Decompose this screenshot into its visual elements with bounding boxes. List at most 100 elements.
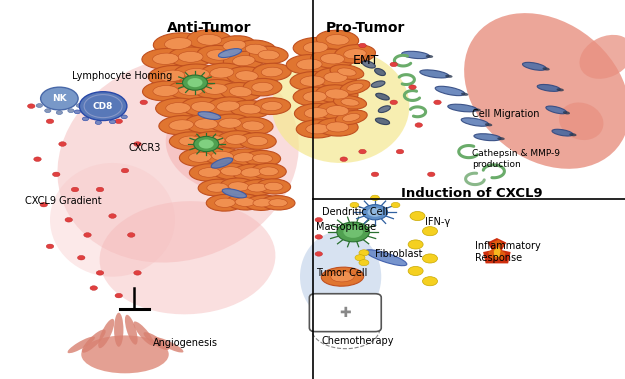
Text: NK: NK: [52, 94, 67, 103]
Circle shape: [140, 100, 148, 105]
Text: CD8: CD8: [93, 102, 113, 111]
Ellipse shape: [220, 178, 258, 195]
Ellipse shape: [50, 163, 175, 277]
Circle shape: [182, 75, 208, 90]
Ellipse shape: [210, 67, 234, 78]
Circle shape: [422, 277, 437, 286]
Ellipse shape: [193, 132, 234, 149]
Circle shape: [28, 104, 35, 108]
Ellipse shape: [179, 148, 221, 166]
Circle shape: [409, 85, 416, 89]
Circle shape: [121, 168, 129, 173]
Circle shape: [96, 187, 104, 192]
Circle shape: [46, 119, 54, 124]
Text: Chemotherapy: Chemotherapy: [322, 336, 394, 346]
Ellipse shape: [215, 198, 235, 207]
Text: Angiogenesis: Angiogenesis: [153, 338, 218, 348]
Ellipse shape: [98, 319, 114, 348]
Ellipse shape: [194, 80, 237, 99]
Ellipse shape: [474, 134, 501, 141]
Ellipse shape: [152, 53, 179, 64]
Circle shape: [428, 172, 435, 177]
Ellipse shape: [198, 179, 237, 196]
Ellipse shape: [498, 137, 505, 140]
Ellipse shape: [269, 199, 288, 207]
Ellipse shape: [226, 135, 247, 144]
Ellipse shape: [223, 52, 264, 70]
Ellipse shape: [303, 42, 328, 53]
Text: Macrophage: Macrophage: [316, 222, 376, 232]
Ellipse shape: [461, 118, 489, 126]
Ellipse shape: [306, 124, 329, 134]
Ellipse shape: [242, 121, 264, 131]
Ellipse shape: [321, 53, 344, 64]
Ellipse shape: [253, 63, 291, 81]
Ellipse shape: [402, 51, 429, 59]
Circle shape: [115, 119, 122, 124]
Circle shape: [79, 92, 127, 121]
Ellipse shape: [153, 33, 203, 54]
Ellipse shape: [185, 114, 228, 133]
Ellipse shape: [378, 106, 391, 113]
Ellipse shape: [290, 72, 335, 91]
Circle shape: [199, 139, 214, 149]
Ellipse shape: [144, 332, 169, 350]
Ellipse shape: [223, 40, 246, 51]
Ellipse shape: [207, 50, 231, 60]
Ellipse shape: [257, 179, 291, 194]
Circle shape: [45, 109, 51, 113]
Ellipse shape: [229, 182, 249, 191]
Text: Fibroblast: Fibroblast: [375, 249, 423, 259]
Ellipse shape: [376, 118, 389, 125]
Circle shape: [408, 266, 423, 276]
Polygon shape: [488, 240, 506, 260]
Ellipse shape: [239, 180, 276, 196]
Circle shape: [78, 255, 85, 260]
Ellipse shape: [232, 56, 255, 66]
Circle shape: [109, 120, 116, 124]
Ellipse shape: [426, 55, 433, 58]
Ellipse shape: [168, 47, 213, 67]
Ellipse shape: [202, 147, 242, 165]
Ellipse shape: [184, 69, 209, 79]
Ellipse shape: [232, 164, 270, 181]
Ellipse shape: [556, 88, 564, 91]
Ellipse shape: [169, 120, 194, 130]
Ellipse shape: [217, 131, 256, 148]
Ellipse shape: [200, 63, 244, 82]
Circle shape: [434, 100, 441, 105]
Ellipse shape: [326, 122, 349, 132]
Ellipse shape: [220, 83, 261, 101]
Ellipse shape: [253, 199, 272, 207]
Ellipse shape: [296, 120, 339, 138]
Ellipse shape: [563, 111, 570, 114]
Ellipse shape: [207, 97, 249, 115]
Ellipse shape: [314, 68, 357, 87]
Circle shape: [343, 226, 363, 238]
Circle shape: [74, 110, 81, 114]
Ellipse shape: [317, 102, 358, 120]
Ellipse shape: [344, 49, 366, 59]
Ellipse shape: [236, 40, 276, 58]
Ellipse shape: [464, 13, 625, 169]
Ellipse shape: [261, 67, 282, 77]
Text: Cell Migration: Cell Migration: [472, 109, 539, 119]
Circle shape: [52, 172, 60, 177]
Circle shape: [36, 103, 42, 107]
Ellipse shape: [148, 66, 196, 86]
Circle shape: [56, 111, 63, 114]
Ellipse shape: [552, 129, 573, 136]
Circle shape: [41, 87, 78, 110]
Ellipse shape: [474, 108, 481, 111]
Ellipse shape: [211, 151, 234, 161]
Ellipse shape: [461, 92, 468, 96]
Circle shape: [127, 233, 135, 237]
Ellipse shape: [154, 337, 184, 352]
Ellipse shape: [252, 82, 273, 92]
Circle shape: [121, 115, 127, 119]
Ellipse shape: [559, 102, 604, 140]
Ellipse shape: [99, 201, 276, 314]
Ellipse shape: [153, 86, 178, 96]
FancyBboxPatch shape: [309, 294, 381, 332]
Ellipse shape: [226, 67, 268, 85]
